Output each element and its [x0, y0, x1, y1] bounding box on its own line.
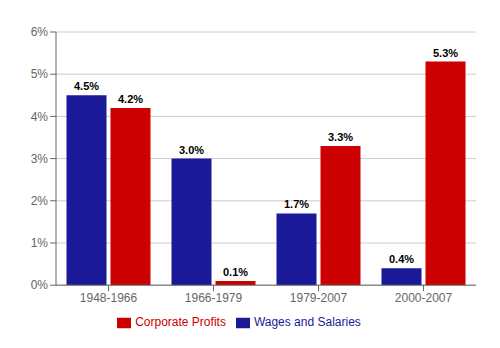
svg-text:3%: 3%: [31, 152, 49, 166]
html-text:Wages and Salaries: Wages and Salaries: [253, 315, 361, 330]
svg-text:3.0%: 3.0%: [179, 144, 204, 156]
svg-text:1948-1966: 1948-1966: [80, 291, 138, 305]
svg-text:5.3%: 5.3%: [433, 47, 458, 59]
svg-text:1.7%: 1.7%: [284, 198, 309, 210]
svg-text:1%: 1%: [31, 236, 49, 250]
svg-text:2000-2007: 2000-2007: [395, 291, 453, 305]
svg-text:0%: 0%: [31, 278, 49, 292]
svg-text:0.1%: 0.1%: [223, 266, 248, 278]
svg-text:1966-1979: 1966-1979: [185, 291, 243, 305]
svg-text:6%: 6%: [31, 25, 49, 39]
svg-text:0.4%: 0.4%: [389, 253, 414, 265]
svg-text:5%: 5%: [31, 67, 49, 81]
svg-text:4.2%: 4.2%: [118, 93, 143, 105]
svg-text:4%: 4%: [31, 110, 49, 124]
svg-text:4.5%: 4.5%: [74, 80, 99, 92]
html-text:Corporate Profits: Corporate Profits: [135, 315, 226, 330]
svg-text:2%: 2%: [31, 194, 49, 208]
svg-text:1979-2007: 1979-2007: [290, 291, 348, 305]
svg-text:3.3%: 3.3%: [328, 131, 353, 143]
